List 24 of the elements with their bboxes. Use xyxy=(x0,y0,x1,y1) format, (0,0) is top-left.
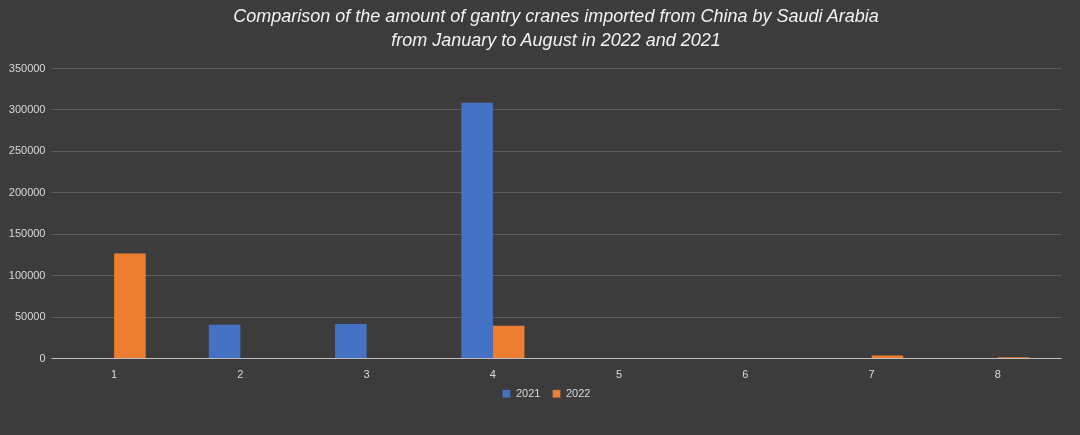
chart-title: Comparison of the amount of gantry cranes imported from China by Saudi Arabia from January to August in 2022 and 2021 xyxy=(233,6,879,50)
y-tick-label: 350000 xyxy=(8,61,46,74)
bar xyxy=(114,253,146,358)
x-tick-label: 1 xyxy=(111,367,118,380)
y-tick-label: 0 xyxy=(39,351,46,364)
x-tick-label: 8 xyxy=(994,367,1001,380)
x-tick-label: 2 xyxy=(237,367,244,380)
y-tick-label: 200000 xyxy=(8,185,46,198)
y-tick-label: 150000 xyxy=(8,227,46,240)
y-tick-label: 250000 xyxy=(8,144,46,157)
y-tick-label: 50000 xyxy=(14,310,46,323)
bar xyxy=(492,325,525,358)
bar xyxy=(208,324,241,358)
x-tick-label: 5 xyxy=(616,367,623,380)
bar xyxy=(461,102,493,358)
bar xyxy=(335,324,367,358)
y-tick-label: 100000 xyxy=(8,268,46,281)
x-tick-label: 4 xyxy=(489,367,496,380)
y-tick-label: 300000 xyxy=(8,102,46,115)
legend-label: 2021 xyxy=(516,386,541,399)
x-tick-label: 7 xyxy=(868,367,875,380)
legend-label: 2022 xyxy=(566,386,591,399)
x-tick-label: 6 xyxy=(742,367,749,380)
x-tick-label: 3 xyxy=(363,367,370,380)
